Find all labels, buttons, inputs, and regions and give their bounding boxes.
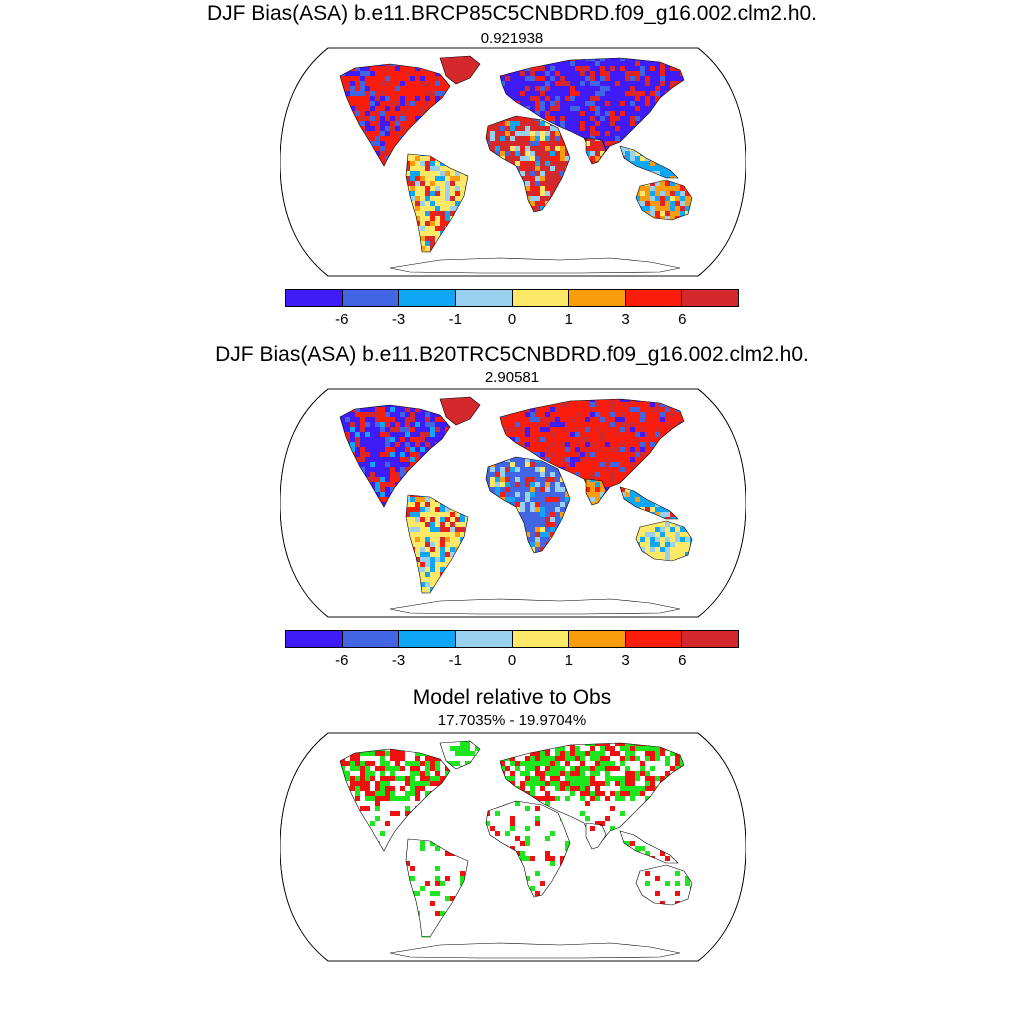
colorbar-swatch: [625, 290, 683, 306]
coastline-africa: [485, 456, 571, 554]
panel-1-subtitle: 0.921938: [0, 30, 1024, 48]
panel-2-subtitle: 2.90581: [0, 369, 1024, 387]
colorbar-tick-label: 3: [621, 652, 629, 670]
coastline-india: [585, 137, 607, 165]
coastline-seasia: [619, 486, 679, 520]
coastline-greenland: [439, 396, 481, 426]
world-bias-map-2: [280, 388, 746, 618]
coastline-australia: [635, 179, 693, 221]
colorbar-swatch: [342, 290, 400, 306]
coastline-namerica: [339, 404, 451, 508]
land-antarctica: [390, 258, 680, 273]
coastline-africa: [485, 115, 571, 213]
colorbar-swatch: [399, 290, 456, 306]
colorbar-tick-label: 0: [508, 652, 516, 670]
colorbar-tick-label: 6: [678, 311, 686, 329]
coastline-greenland: [439, 55, 481, 85]
coastline-africa: [485, 800, 571, 898]
colorbar-swatch: [342, 631, 400, 647]
colorbar-swatch: [682, 631, 738, 647]
world-significance-map: [280, 732, 746, 962]
colorbar-tick-label: -3: [392, 652, 405, 670]
panel-2-title: DJF Bias(ASA) b.e11.B20TRC5CNBDRD.f09_g1…: [0, 343, 1024, 367]
colorbar-tick-label: -6: [335, 311, 348, 329]
coastline-namerica: [339, 748, 451, 852]
coastline-samerica: [405, 153, 469, 253]
colorbar-tick-label: -6: [335, 652, 348, 670]
colorbar-tick-label: -1: [449, 652, 462, 670]
coastline-greenland: [439, 740, 481, 770]
colorbar-swatch: [512, 631, 570, 647]
coastline-antarctica: [389, 942, 681, 959]
colorbar-tick-label: -1: [449, 311, 462, 329]
land-antarctica: [390, 943, 680, 958]
colorbar-swatch: [569, 631, 626, 647]
colorbar-swatch: [625, 631, 683, 647]
coastline-samerica: [405, 838, 469, 938]
colorbar-swatch: [286, 290, 343, 306]
coastline-eurasia: [499, 742, 685, 842]
colorbar-tick-label: 1: [565, 652, 573, 670]
land-australia: [636, 180, 692, 220]
colorbar-2: [285, 630, 739, 648]
coastline-samerica: [405, 494, 469, 594]
coastline-india: [585, 822, 607, 850]
colorbar-swatch: [569, 290, 626, 306]
coastline-eurasia: [499, 398, 685, 498]
land-antarctica: [390, 599, 680, 614]
coastline-australia: [635, 864, 693, 906]
world-bias-map-1: [280, 47, 746, 277]
coastline-australia: [635, 520, 693, 562]
coastline-antarctica: [389, 598, 681, 615]
colorbar-tick-label: 1: [565, 311, 573, 329]
coastline-namerica: [339, 63, 451, 167]
coastline-eurasia: [499, 57, 685, 157]
colorbar-tick-label: 0: [508, 311, 516, 329]
coastline-antarctica: [389, 257, 681, 274]
panel-1-title: DJF Bias(ASA) b.e11.BRCP85C5CNBDRD.f09_g…: [0, 2, 1024, 26]
colorbar-tick-label: 3: [621, 311, 629, 329]
colorbar-swatch: [455, 290, 513, 306]
colorbar-swatch: [512, 290, 570, 306]
panel-3-title: Model relative to Obs: [0, 686, 1024, 710]
coastline-seasia: [619, 830, 679, 864]
colorbar-1: [285, 289, 739, 307]
colorbar-swatch: [682, 290, 738, 306]
colorbar-swatch: [286, 631, 343, 647]
coastline-india: [585, 478, 607, 506]
colorbar-tick-label: -3: [392, 311, 405, 329]
colorbar-swatch: [399, 631, 456, 647]
colorbar-tick-label: 6: [678, 652, 686, 670]
panel-3-subtitle: 17.7035% - 19.9704%: [0, 712, 1024, 730]
coastline-seasia: [619, 145, 679, 179]
colorbar-swatch: [455, 631, 513, 647]
